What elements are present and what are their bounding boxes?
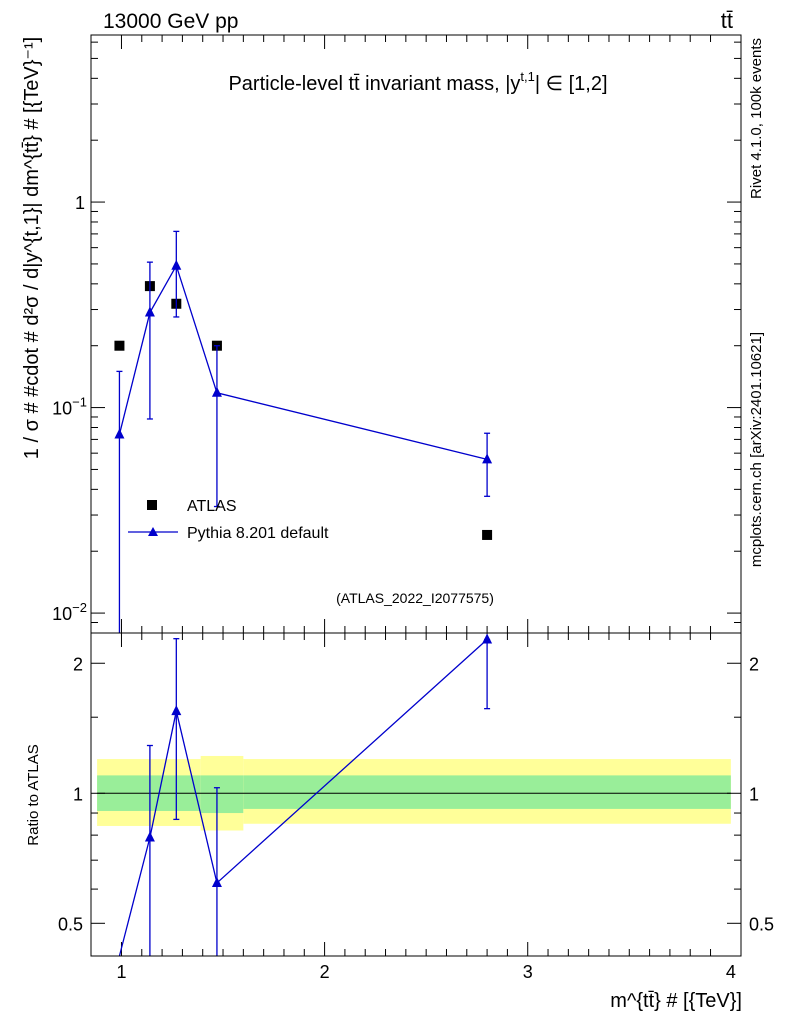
- rivet-version-label: Rivet 4.1.0, 100k events: [748, 38, 765, 199]
- ratio-panel: 0.5 0.5 1 1 2 2 1 2 3 4 Ratio to ATLAS m^{tt̄} # …: [25, 632, 774, 1012]
- watermark-label: (ATLAS_2022_I2077575): [336, 590, 494, 606]
- ratio-data-point: [211, 876, 222, 887]
- x-tick-label: 1: [116, 962, 126, 982]
- pythia-data-point: [482, 453, 493, 464]
- mcplots-label: mcplots.cern.ch [arXiv:2401.10621]: [748, 332, 765, 567]
- legend: ATLAS Pythia 8.201 default: [128, 498, 329, 542]
- ratio-y-tick-label-right: 0.5: [749, 914, 774, 934]
- ratio-data-point: [171, 705, 182, 716]
- process-label: tt̄: [721, 8, 733, 33]
- x-axis-label: m^{tt̄} # [{TeV}]: [610, 990, 742, 1012]
- ratio-frame: [90, 632, 742, 957]
- ratio-ylabel: Ratio to ATLAS: [25, 744, 42, 845]
- x-tick-label: 4: [726, 962, 736, 982]
- pythia-data-point: [114, 428, 125, 439]
- legend-atlas-marker: [147, 500, 157, 510]
- uncertainty-band-inner: [243, 775, 731, 809]
- y-tick-label: 10−1: [52, 395, 87, 419]
- main-title: Particle-level tt̄ invariant mass, |yt,1…: [228, 69, 607, 95]
- x-tick-label: 3: [523, 962, 533, 982]
- x-tick-label: 2: [320, 962, 330, 982]
- ratio-data-point: [144, 831, 155, 842]
- atlas-data-point: [114, 340, 125, 351]
- ratio-data-point: [482, 633, 493, 644]
- uncertainty-band-inner: [200, 775, 244, 814]
- y-tick-label: 10−2: [52, 600, 87, 624]
- main-panel: Particle-level tt̄ invariant mass, |yt,1…: [21, 34, 742, 634]
- ratio-y-tick-label: 2: [73, 654, 83, 674]
- pythia-data-point: [144, 306, 155, 317]
- pythia-line: [118, 264, 488, 460]
- ratio-y-tick-label-right: 1: [749, 784, 759, 804]
- main-ylabel: 1 / σ # #cdot # d²σ / d|y^{t,1}| dm^{tt̄…: [21, 37, 43, 459]
- y-tick-label: 1: [75, 193, 85, 213]
- legend-atlas-label: ATLAS: [187, 498, 237, 515]
- ratio-y-tick-label-right: 2: [749, 654, 759, 674]
- pythia-data-point: [211, 386, 222, 397]
- ratio-y-tick-label: 0.5: [58, 914, 83, 934]
- legend-pythia-label: Pythia 8.201 default: [187, 525, 329, 542]
- energy-label: 13000 GeV pp: [103, 10, 238, 33]
- atlas-data-point: [482, 529, 493, 540]
- legend-pythia-marker: [148, 527, 158, 536]
- main-frame: [90, 34, 742, 634]
- pythia-data-point: [171, 259, 182, 270]
- ratio-y-tick-label: 1: [73, 784, 83, 804]
